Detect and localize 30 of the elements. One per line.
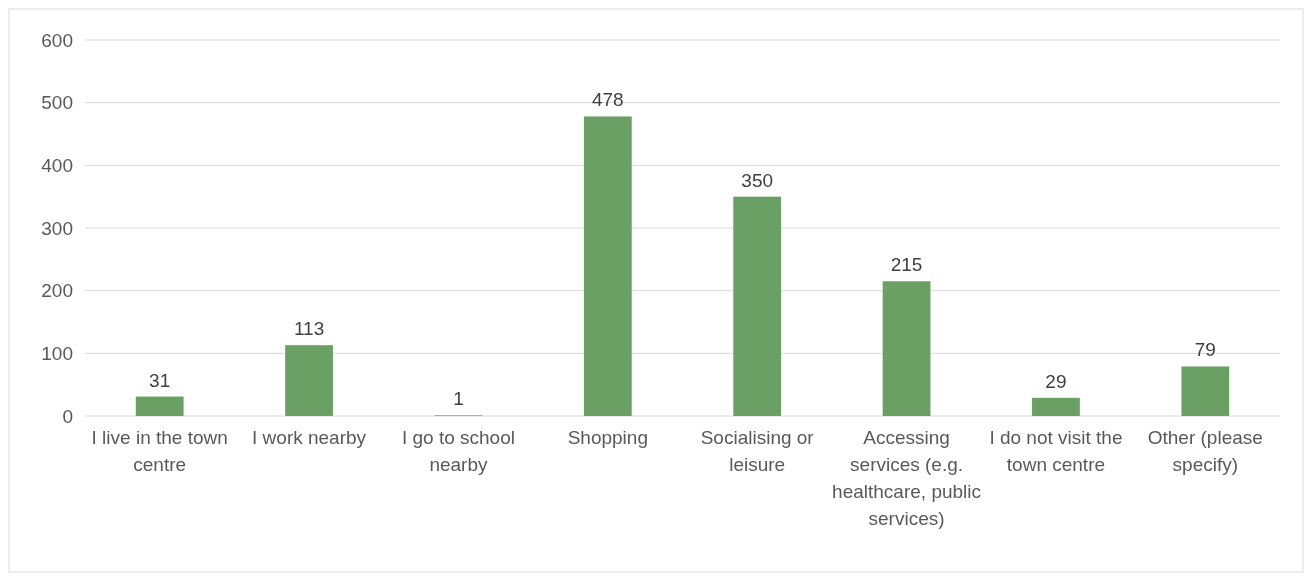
y-tick-label: 600: [41, 29, 73, 51]
x-tick-label: I work nearby: [252, 427, 367, 448]
data-label: 1: [453, 388, 464, 410]
x-tick-label: Accessing services (e.g. healthcare, public services): [832, 427, 982, 529]
bar: [285, 345, 333, 416]
bar: [135, 396, 184, 416]
bar: [1032, 397, 1080, 416]
y-tick-label: 500: [41, 92, 73, 114]
y-tick-label: 0: [62, 405, 73, 427]
y-tick-label: 300: [41, 217, 73, 239]
y-tick-label: 200: [41, 280, 73, 302]
bar: [1181, 366, 1230, 416]
data-label: 478: [591, 89, 624, 111]
bar: [583, 116, 632, 416]
data-label: 31: [149, 369, 171, 391]
x-tick-label: I live in the town centre: [91, 427, 228, 475]
x-tick-label: I do not visit the town centre: [989, 427, 1123, 475]
data-label: 29: [1045, 370, 1067, 392]
x-tick-label: Socialising or leisure: [700, 427, 815, 475]
x-tick-label: I go to school nearby: [401, 427, 515, 475]
data-label: 215: [890, 254, 923, 276]
x-tick-label: Shopping: [567, 427, 648, 448]
data-label: 79: [1194, 339, 1216, 361]
bar: [882, 281, 931, 416]
y-tick-label: 100: [41, 342, 73, 364]
data-label: 113: [293, 318, 325, 340]
x-tick-label: Other (please specify): [1147, 427, 1263, 475]
y-tick-label: 400: [41, 154, 73, 176]
bar: [733, 196, 782, 416]
data-label: 350: [741, 169, 774, 191]
